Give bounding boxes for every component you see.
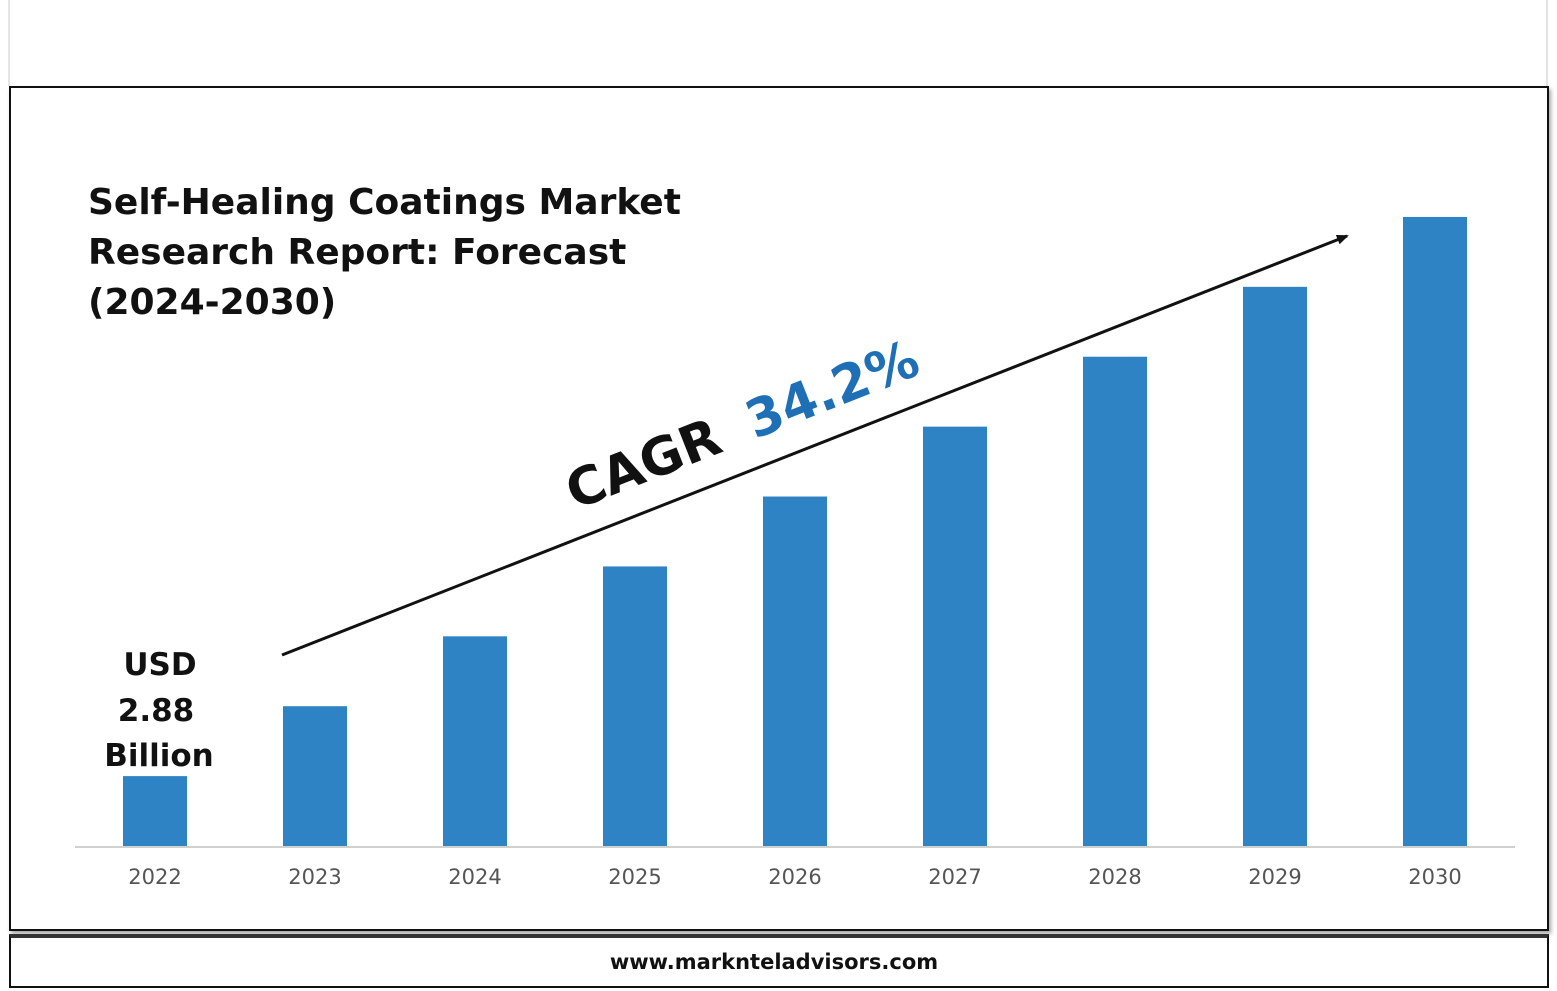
- bar-2022: [123, 776, 187, 846]
- title-line-1: Self-Healing Coatings Market: [88, 182, 681, 223]
- cagr-label: CAGR: [558, 407, 730, 522]
- x-tick-2030: 2030: [1408, 865, 1461, 889]
- x-tick-2027: 2027: [928, 865, 981, 889]
- x-tick-2028: 2028: [1088, 865, 1141, 889]
- footer: www.marknteladvisors.com: [9, 934, 1549, 988]
- x-tick-2026: 2026: [768, 865, 821, 889]
- growth-arrow: [281, 234, 1349, 657]
- bar-2029: [1243, 286, 1307, 846]
- title-line-3: (2024-2030): [88, 282, 336, 323]
- cagr-annotation: CAGR 34.2%: [558, 329, 928, 522]
- x-tick-2029: 2029: [1248, 865, 1301, 889]
- usd-label-line-3: Billion: [104, 738, 214, 774]
- top-frame: [8, 0, 1548, 86]
- cagr-value: 34.2%: [738, 329, 928, 451]
- bar-2030: [1403, 216, 1467, 846]
- x-axis-ticks: 2022 2023 2024 2025 2026 2027 2028 2029 2030: [128, 865, 1461, 889]
- chart-title: Self-Healing Coatings Market Research Re…: [88, 182, 681, 323]
- x-tick-2024: 2024: [448, 865, 501, 889]
- bars-group: [123, 216, 1467, 846]
- x-tick-2022: 2022: [128, 865, 181, 889]
- first-bar-value-label: USD 2.88 Billion: [104, 647, 214, 774]
- x-tick-2023: 2023: [288, 865, 341, 889]
- title-line-2: Research Report: Forecast: [88, 232, 626, 273]
- bar-2026: [763, 496, 827, 846]
- bar-2027: [923, 426, 987, 846]
- x-tick-2025: 2025: [608, 865, 661, 889]
- footer-url: www.marknteladvisors.com: [609, 950, 939, 974]
- usd-label-line-1: USD: [123, 647, 196, 683]
- bar-2024: [443, 636, 507, 846]
- bar-2023: [283, 706, 347, 846]
- usd-label-line-2: 2.88: [118, 693, 195, 729]
- bar-2025: [603, 566, 667, 846]
- bar-2028: [1083, 356, 1147, 846]
